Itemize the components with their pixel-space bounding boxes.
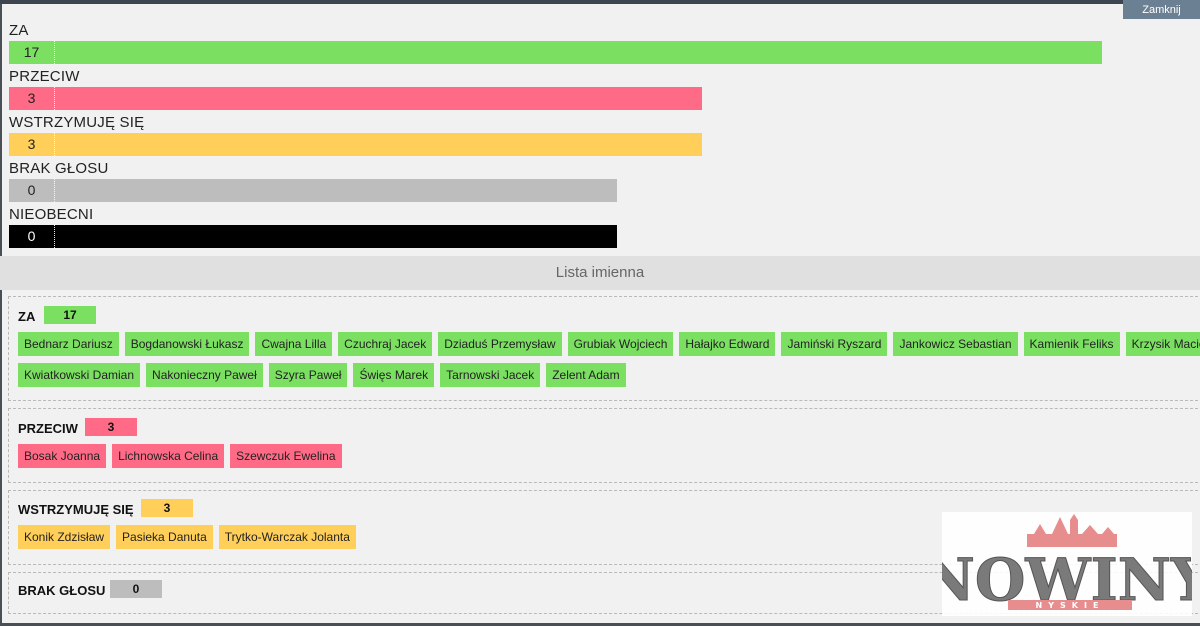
close-button[interactable]: Zamknij [1123,0,1200,19]
results-summary: ZA 17 PRZECIW 3 WSTRZYMUJĘ SIĘ 3 BRAK GŁ… [9,18,1199,248]
name-chip: Grubiak Wojciech [567,332,674,356]
result-label: ZA [9,22,29,39]
result-wstrzymuje: WSTRZYMUJĘ SIĘ 3 [9,110,1199,156]
name-chip: Lichnowska Celina [112,444,225,468]
result-bar: 3 [9,87,702,110]
result-przeciw: PRZECIW 3 [9,64,1199,110]
result-count: 0 [27,228,36,244]
result-nieobecni: NIEOBECNI 0 [9,202,1199,248]
bottom-border [0,623,1200,626]
name-chip: Hałajko Edward [679,332,776,356]
name-chip: Cwajna Lilla [255,332,333,356]
group-brak: BRAK GŁOSU 0 [8,572,1200,614]
group-count-badge: 0 [110,580,162,598]
group-count-badge: 3 [85,418,137,436]
name-chip: Konik Zdzisław [18,525,111,549]
result-count: 0 [27,182,36,198]
result-count: 17 [23,44,40,60]
group-wstrzymuje: WSTRZYMUJĘ SIĘ 3 Konik Zdzisław Pasieka D… [8,490,1200,565]
group-za: ZA 17 Bednarz Dariusz Bogdanowski Łukasz C… [8,296,1200,401]
name-chip: Święs Marek [353,363,435,387]
town-skyline-icon: NOWINY NYSKIE [921,514,1200,615]
group-count-badge: 3 [141,499,193,517]
result-label: PRZECIW [9,68,80,85]
name-chip: Pasieka Danuta [116,525,213,549]
logo-wordmark: NOWINY [942,546,1192,614]
window-top-border [0,0,1200,4]
name-line: Kwiatkowski Damian Nakonieczny Paweł Szyra… [18,363,1200,394]
name-chip: Dziaduś Przemysław [438,332,562,356]
result-bar: 17 [9,41,1102,64]
result-bar: 0 [9,179,617,202]
name-chip: Szyra Paweł [268,363,348,387]
result-count: 3 [27,136,36,152]
result-count: 3 [27,90,36,106]
name-chip: Krzysik Maciej [1125,332,1200,356]
left-border [0,4,2,624]
result-bar: 0 [9,225,617,248]
name-chip: Nakonieczny Paweł [146,363,263,387]
name-list: Konik Zdzisław Pasieka Danuta Trytko-Warcz… [18,525,1200,556]
name-list: Bednarz Dariusz Bogdanowski Łukasz Cwajna … [18,332,1200,394]
result-label: BRAK GŁOSU [9,160,109,177]
result-bar: 3 [9,133,702,156]
name-chip: Trytko-Warczak Jolanta [218,525,356,549]
result-label: WSTRZYMUJĘ SIĘ [9,114,145,131]
group-count-badge: 17 [44,306,96,324]
nowiny-logo: NOWINY NYSKIE [921,512,1200,616]
name-chip: Jamiński Ryszard [781,332,888,356]
name-chip: Jankowicz Sebastian [893,332,1018,356]
result-label: NIEOBECNI [9,206,94,223]
group-przeciw: PRZECIW 3 Bosak Joanna Lichnowska Celina S… [8,408,1200,483]
result-za: ZA 17 [9,18,1199,64]
name-chip: Bosak Joanna [18,444,107,468]
name-line: Bednarz Dariusz Bogdanowski Łukasz Cwajna … [18,332,1200,363]
name-chip: Tarnowski Jacek [440,363,541,387]
name-chip: Bednarz Dariusz [18,332,119,356]
name-chip: Szewczuk Ewelina [230,444,342,468]
name-chip: Kwiatkowski Damian [18,363,141,387]
group-title: ZA [18,309,36,324]
group-title: BRAK GŁOSU [18,583,106,598]
logo-subtitle: NYSKIE [1036,601,1105,610]
group-title: PRZECIW [18,421,78,436]
name-chip: Kamienik Feliks [1023,332,1120,356]
group-title: WSTRZYMUJĘ SIĘ [18,502,134,517]
name-list: Bosak Joanna Lichnowska Celina Szewczuk Ew… [18,444,1200,475]
name-chip: Zelent Adam [546,363,626,387]
list-title: Lista imienna [0,256,1200,290]
name-line: Bosak Joanna Lichnowska Celina Szewczuk Ew… [18,444,1200,475]
name-line: Konik Zdzisław Pasieka Danuta Trytko-Warcz… [18,525,1200,556]
result-brak: BRAK GŁOSU 0 [9,156,1199,202]
name-chip: Czuchraj Jacek [338,332,433,356]
name-chip: Bogdanowski Łukasz [124,332,250,356]
